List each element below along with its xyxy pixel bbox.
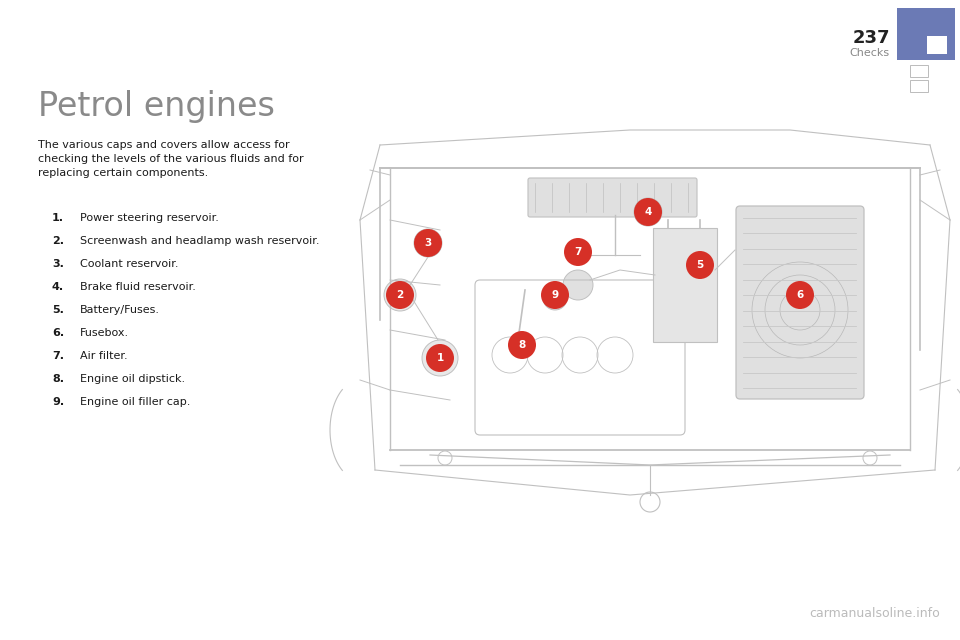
Text: 6: 6 xyxy=(797,290,804,300)
Circle shape xyxy=(641,205,655,219)
Text: Coolant reservoir.: Coolant reservoir. xyxy=(80,259,179,269)
Circle shape xyxy=(420,235,436,251)
Text: Fusebox.: Fusebox. xyxy=(80,328,130,338)
Circle shape xyxy=(426,344,454,372)
Circle shape xyxy=(786,281,814,309)
Text: 1: 1 xyxy=(437,353,444,363)
Circle shape xyxy=(422,340,458,376)
FancyBboxPatch shape xyxy=(897,8,955,60)
Text: 8.: 8. xyxy=(52,374,64,384)
Text: Brake fluid reservoir.: Brake fluid reservoir. xyxy=(80,282,196,292)
Text: 5: 5 xyxy=(696,260,704,270)
Text: 2: 2 xyxy=(396,290,403,300)
Text: 7: 7 xyxy=(574,247,582,257)
Text: 237: 237 xyxy=(852,29,890,47)
Text: Power steering reservoir.: Power steering reservoir. xyxy=(80,213,219,223)
Circle shape xyxy=(386,281,414,309)
Text: 4.: 4. xyxy=(52,282,64,292)
Circle shape xyxy=(508,331,536,359)
Text: Engine oil filler cap.: Engine oil filler cap. xyxy=(80,397,190,407)
Circle shape xyxy=(435,353,445,363)
Text: Battery/Fuses.: Battery/Fuses. xyxy=(80,305,160,315)
Text: Petrol engines: Petrol engines xyxy=(38,90,275,123)
FancyBboxPatch shape xyxy=(927,36,947,54)
Circle shape xyxy=(414,229,442,257)
Text: 9.: 9. xyxy=(52,397,64,407)
FancyBboxPatch shape xyxy=(528,178,697,217)
Circle shape xyxy=(563,270,593,300)
Text: 8: 8 xyxy=(518,340,526,350)
Circle shape xyxy=(634,198,662,226)
Text: Engine oil dipstick.: Engine oil dipstick. xyxy=(80,374,185,384)
Text: 3.: 3. xyxy=(52,259,64,269)
Circle shape xyxy=(384,279,416,311)
Circle shape xyxy=(543,286,567,310)
Text: 3: 3 xyxy=(424,238,432,248)
Circle shape xyxy=(391,286,409,304)
Text: Checks: Checks xyxy=(850,48,890,58)
Circle shape xyxy=(634,198,662,226)
Text: 7.: 7. xyxy=(52,351,64,361)
Circle shape xyxy=(686,251,714,279)
Text: The various caps and covers allow access for
checking the levels of the various : The various caps and covers allow access… xyxy=(38,140,303,178)
Text: 5.: 5. xyxy=(52,305,64,315)
Circle shape xyxy=(541,281,569,309)
Circle shape xyxy=(564,238,592,266)
Text: 4: 4 xyxy=(644,207,652,217)
Text: 9: 9 xyxy=(551,290,559,300)
FancyBboxPatch shape xyxy=(736,206,864,399)
Text: Screenwash and headlamp wash reservoir.: Screenwash and headlamp wash reservoir. xyxy=(80,236,320,246)
Text: Air filter.: Air filter. xyxy=(80,351,128,361)
FancyBboxPatch shape xyxy=(653,228,717,342)
Circle shape xyxy=(414,229,442,257)
Text: 1.: 1. xyxy=(52,213,64,223)
Circle shape xyxy=(430,348,450,368)
Text: carmanualsoline.info: carmanualsoline.info xyxy=(809,607,940,620)
Text: 2.: 2. xyxy=(52,236,64,246)
Text: 6.: 6. xyxy=(52,328,64,338)
